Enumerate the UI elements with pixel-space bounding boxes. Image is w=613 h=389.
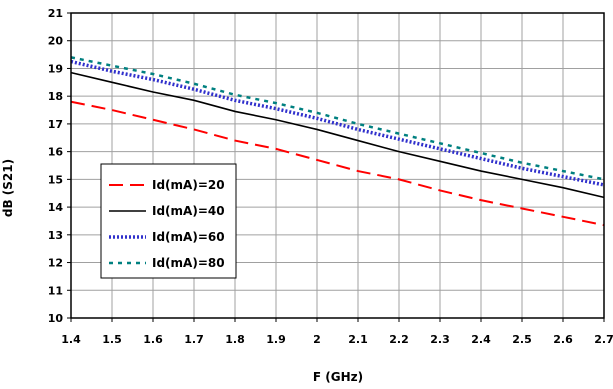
y-axis-ticks: 10 11 12 13 14 15 16 17 18 19 20 21	[48, 7, 71, 325]
series-line-2	[70, 71, 605, 199]
x-tick-label: 2.4	[471, 333, 491, 346]
legend-label: Id(mA)=20	[152, 178, 225, 192]
legend-label: Id(mA)=80	[152, 256, 225, 270]
x-tick-label: 2.7	[594, 333, 613, 346]
legend-label: Id(mA)=40	[152, 204, 225, 218]
x-tick-label: 2	[313, 333, 321, 346]
x-tick-label: 1.7	[184, 333, 204, 346]
series-line-1	[70, 100, 605, 227]
y-tick-label: 18	[48, 90, 63, 103]
plot-area-border	[70, 12, 605, 319]
x-tick-label: 1.4	[61, 333, 81, 346]
series-line-4	[70, 56, 605, 181]
y-tick-label: 14	[48, 201, 64, 214]
y-tick-label: 19	[48, 62, 63, 75]
x-tick-label: 2.5	[512, 333, 532, 346]
x-tick-label: 2.6	[553, 333, 573, 346]
y-tick-label: 17	[48, 118, 63, 131]
y-tick-label: 11	[48, 284, 63, 297]
series-lines	[70, 56, 605, 227]
legend-label: Id(mA)=60	[152, 230, 225, 244]
x-tick-label: 2.1	[348, 333, 368, 346]
y-tick-label: 12	[48, 257, 63, 270]
legend: Id(mA)=20 Id(mA)=40 Id(mA)=60 Id(mA)=80	[100, 163, 237, 279]
y-tick-label: 20	[48, 35, 64, 48]
x-axis-ticks: 1.4 1.5 1.6 1.7 1.8 1.9 2 2.1 2.2 2.3 2.4 2.5 2.6 2.7	[61, 318, 613, 346]
y-axis-label: dB (S21)	[1, 159, 15, 217]
x-axis-label: F (GHz)	[313, 370, 363, 384]
y-tick-label: 21	[48, 7, 63, 20]
y-tick-label: 16	[48, 146, 64, 159]
x-tick-label: 1.6	[143, 333, 163, 346]
x-tick-label: 1.5	[102, 333, 122, 346]
x-tick-label: 1.8	[225, 333, 245, 346]
y-tick-label: 10	[48, 312, 64, 325]
y-tick-label: 15	[48, 173, 63, 186]
x-tick-label: 2.3	[430, 333, 450, 346]
y-tick-label: 13	[48, 229, 63, 242]
x-tick-label: 2.2	[389, 333, 409, 346]
x-tick-label: 1.9	[266, 333, 286, 346]
legend-box	[100, 163, 237, 279]
series-line-3	[70, 59, 605, 187]
